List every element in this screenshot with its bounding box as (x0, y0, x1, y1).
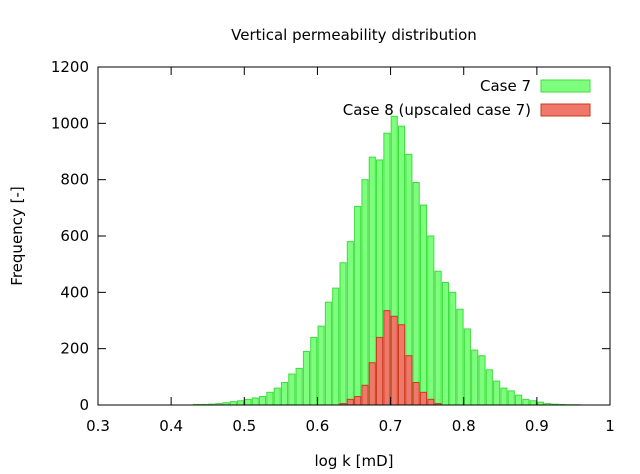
x-tick-label: 0.7 (379, 417, 403, 435)
legend: Case 7 Case 8 (upscaled case 7) (343, 77, 591, 119)
y-axis-label: Frequency [-] (8, 186, 26, 285)
series-1-bar (449, 291, 457, 406)
plot-area (98, 67, 610, 405)
series-1-bar (529, 400, 537, 406)
series-1-bar (259, 396, 267, 406)
series-1-bar (332, 287, 340, 406)
series-1-bar (295, 367, 303, 406)
y-tick-label: 1000 (51, 114, 89, 132)
series-1-bar (507, 390, 515, 406)
y-tick-label: 1200 (51, 58, 89, 76)
x-tick-label: 0.6 (305, 417, 329, 435)
x-axis-label: log k [mD] (315, 452, 394, 470)
series-1-bar (493, 380, 501, 406)
series-1-bar (485, 369, 493, 406)
series-1-bar (441, 281, 449, 406)
series-1-bar (273, 387, 281, 406)
series-2-bar (427, 398, 435, 406)
series-1-bar (280, 381, 289, 406)
series-1-bar (361, 179, 369, 406)
legend-swatch (540, 103, 591, 117)
series-1-bar (412, 181, 420, 406)
series-2-bar (397, 324, 406, 406)
series-2-bar (412, 381, 420, 406)
series-1-bar (244, 398, 252, 406)
y-tick-label: 400 (60, 283, 89, 301)
series-1-bar (427, 235, 435, 406)
series-1-bar (463, 328, 471, 406)
series-1-bar (266, 391, 274, 406)
legend-swatch (540, 79, 591, 93)
y-tick-label: 800 (60, 171, 89, 189)
series-1-bar (354, 205, 362, 406)
series-1-bar (317, 325, 325, 406)
series-1-bar (288, 373, 296, 406)
series-2-bar (368, 362, 376, 406)
series-2-bar (361, 384, 369, 406)
series-2-bar (419, 391, 428, 406)
series-1-bar (478, 355, 486, 406)
y-tick-label: 0 (79, 396, 89, 414)
series-1-bar (229, 401, 237, 406)
plot-frame (97, 66, 611, 406)
series-1-bar (310, 336, 318, 406)
ticks-layer: 0.3 0.4 0.5 0.6 0.7 0.8 0.9 1 0 200 400 600 800 1000 1… (51, 58, 615, 435)
series-1-bar (302, 350, 311, 406)
series-2-bar (405, 355, 413, 406)
series-1-bar (456, 308, 464, 406)
series-2-bar (383, 310, 391, 406)
series-1-bar (515, 394, 523, 406)
series-1-bar (471, 349, 479, 406)
series-1-bar (324, 301, 332, 406)
series-2-bar (354, 396, 362, 406)
series-2-bar (376, 336, 384, 406)
series-1-bar (434, 270, 442, 406)
x-tick-label: 0.4 (159, 417, 183, 435)
series-1-bar (237, 400, 245, 406)
series-1-bar (339, 262, 347, 406)
series-1-bar (346, 241, 354, 406)
series-1-bar (251, 397, 259, 406)
legend-label: Case 7 (480, 77, 531, 95)
x-tick-label: 0.9 (525, 417, 549, 435)
series-1-bar (500, 387, 508, 406)
y-tick-label: 200 (60, 340, 89, 358)
chart-title: Vertical permeability distribution (231, 26, 477, 44)
series-2-bar (346, 398, 354, 406)
x-tick-label: 0.3 (86, 417, 110, 435)
y-tick-label: 600 (60, 227, 89, 245)
x-tick-label: 0.8 (452, 417, 476, 435)
legend-label: Case 8 (upscaled case 7) (343, 101, 531, 119)
x-tick-label: 0.5 (232, 417, 256, 435)
series-2-bar (390, 315, 398, 406)
x-tick-label: 1 (605, 417, 615, 435)
series-1-bar (419, 204, 428, 406)
series-1-bar (522, 398, 530, 406)
